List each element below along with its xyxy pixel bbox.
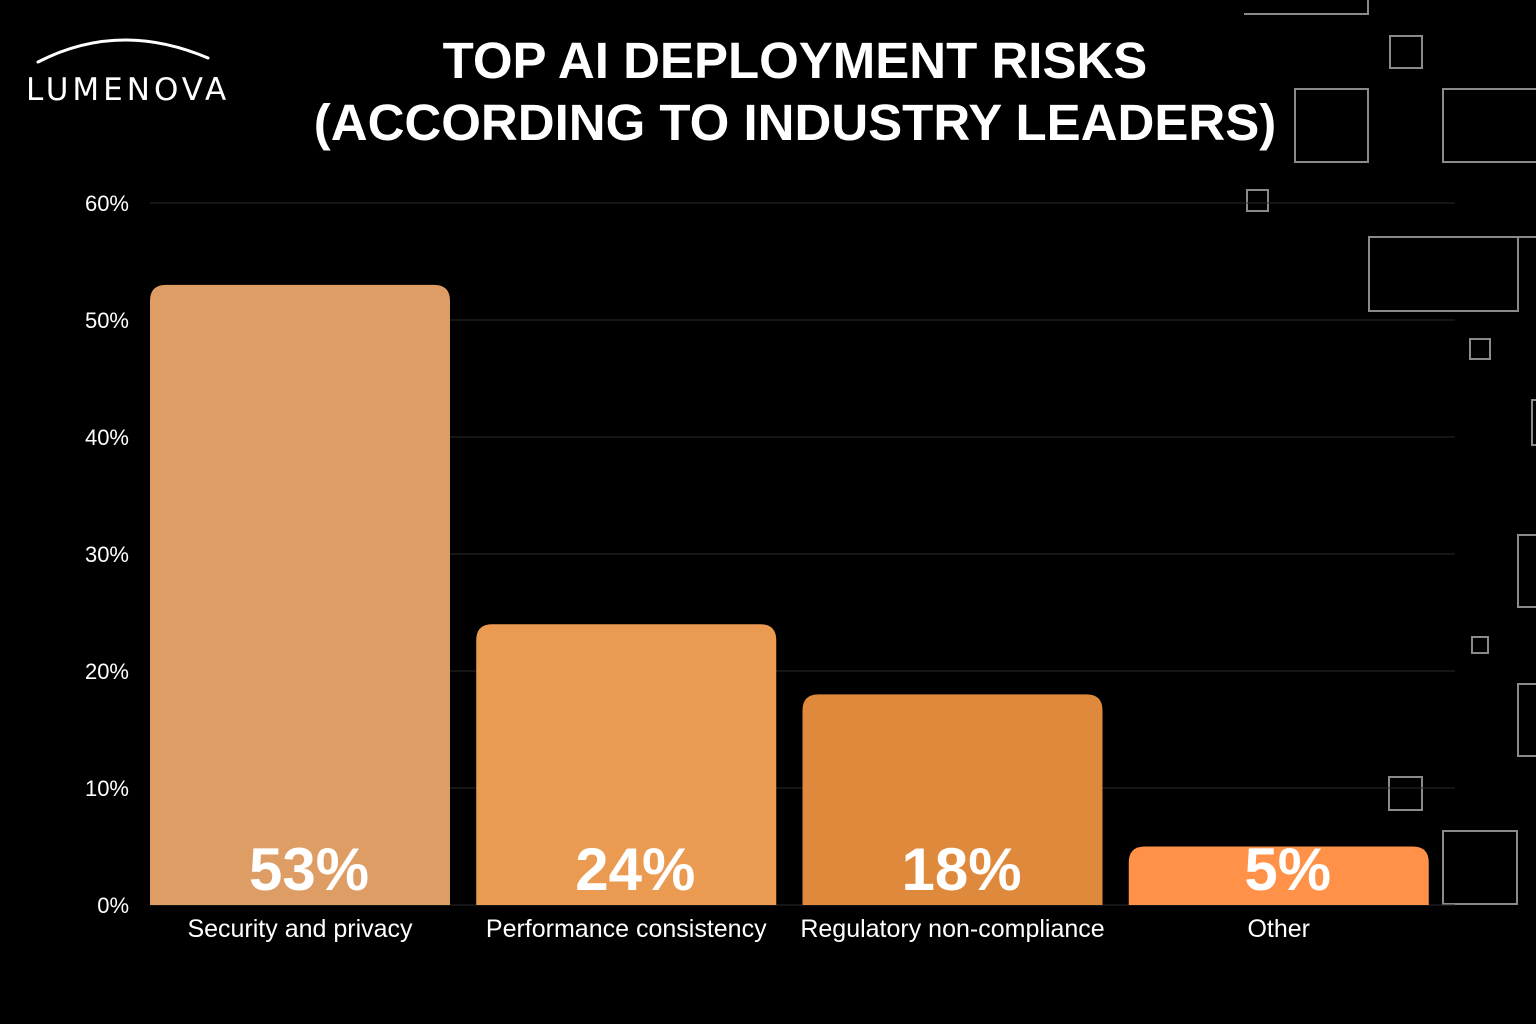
x-category-label: Regulatory non-compliance (800, 915, 1104, 943)
bar-3 (802, 694, 1103, 905)
logo-arc-icon (36, 38, 210, 64)
bar-4 (1128, 846, 1429, 905)
bar-value-label: 53% (249, 836, 369, 903)
y-tick-label: 10% (85, 776, 129, 801)
data-labels: 53% 24% 18% 5% (249, 836, 1331, 903)
bar-value-label: 18% (901, 836, 1021, 903)
bar-value-label: 5% (1244, 836, 1331, 903)
x-category-label: Other (1247, 915, 1310, 943)
y-tick-label: 30% (85, 542, 129, 567)
y-tick-label: 20% (85, 659, 129, 684)
chart-title-line-2: (ACCORDING TO INDUSTRY LEADERS) (313, 94, 1277, 151)
brand-name: LUMENOVA (26, 72, 231, 108)
bar-1 (150, 284, 450, 905)
bar-2 (476, 624, 777, 905)
x-category-label: Performance consistency (486, 915, 767, 943)
y-tick-label: 50% (85, 308, 129, 333)
bars (150, 284, 1429, 905)
chart-title-line-1: TOP AI DEPLOYMENT RISKS (442, 32, 1148, 89)
lumenova-logo: LUMENOVA (24, 28, 234, 108)
y-tick-label: 0% (97, 893, 129, 918)
y-tick-label: 40% (85, 425, 129, 450)
x-category-label: Security and privacy (187, 915, 413, 943)
y-axis: 0% 10% 20% 30% 40% 50% 60% (85, 191, 129, 918)
chart-title: TOP AI DEPLOYMENT RISKS (ACCORDING TO IN… (250, 30, 1340, 154)
bar-value-label: 24% (575, 836, 695, 903)
y-tick-label: 60% (85, 191, 129, 216)
x-axis: Security and privacy Performance consiste… (187, 915, 1310, 943)
